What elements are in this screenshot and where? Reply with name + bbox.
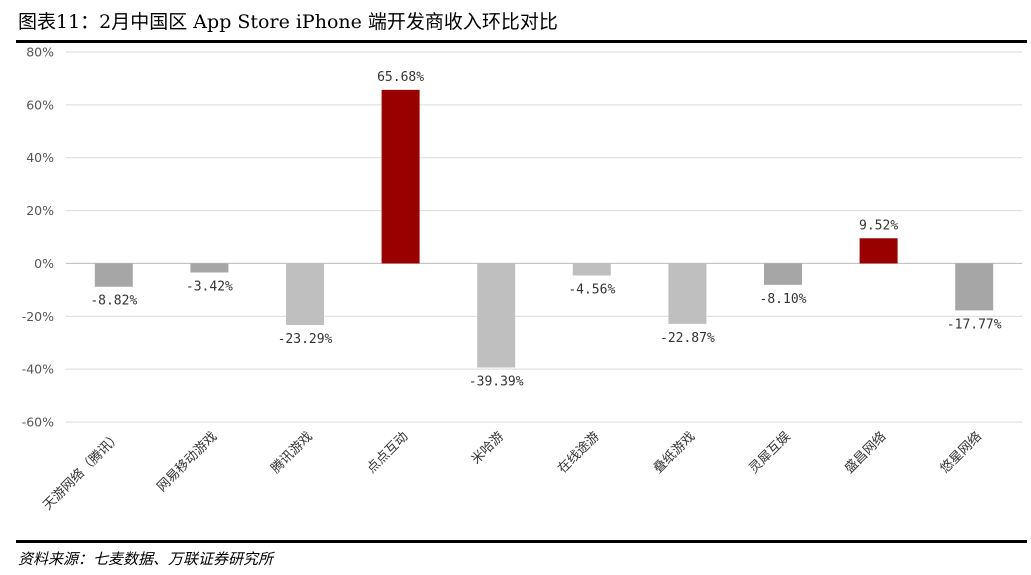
y-tick-label: -20% bbox=[22, 309, 54, 324]
data-labels: -8.82% -3.42% -23.29% 65.68% -39.39% -4.56% -2… bbox=[90, 70, 1001, 390]
x-axis: 天游网络（腾讯） 网易移动游戏 腾讯游戏 点点互动 米哈游 在线途游 叠纸游戏 灵犀互娱 盛昌网… bbox=[40, 429, 985, 514]
data-label: -3.42% bbox=[186, 279, 233, 294]
category-label: 天游网络（腾讯） bbox=[40, 429, 125, 514]
y-tick-label: 40% bbox=[26, 150, 54, 165]
bar bbox=[94, 263, 133, 287]
bar bbox=[764, 263, 802, 285]
y-axis: 80% 60% 40% 20% 0% -20% -40% -60% bbox=[22, 45, 54, 430]
source-note: 资料来源：七麦数据、万联证券研究所 bbox=[18, 550, 274, 568]
y-tick-label: -40% bbox=[22, 362, 54, 377]
data-label: -22.87% bbox=[660, 331, 715, 346]
bar bbox=[668, 263, 707, 324]
category-label: 米哈游 bbox=[469, 429, 507, 467]
y-tick-label: 0% bbox=[34, 256, 54, 271]
bar bbox=[190, 263, 229, 273]
category-label: 叠纸游戏 bbox=[651, 429, 698, 476]
bar bbox=[381, 89, 420, 264]
data-label: -8.10% bbox=[760, 292, 807, 307]
data-label: -39.39% bbox=[469, 375, 524, 390]
bar bbox=[477, 263, 516, 368]
data-label: 9.52% bbox=[859, 218, 898, 233]
bar bbox=[859, 238, 898, 264]
bar bbox=[286, 263, 324, 325]
category-label: 腾讯游戏 bbox=[268, 429, 316, 477]
y-tick-label: 20% bbox=[26, 203, 54, 218]
chart-header: 图表11：2月中国区 App Store iPhone 端开发商收入环比对比 bbox=[0, 0, 1031, 40]
bar bbox=[572, 263, 611, 276]
y-tick-label: -60% bbox=[22, 415, 54, 430]
bottom-rule bbox=[16, 540, 1027, 543]
category-label: 点点互动 bbox=[364, 429, 411, 476]
bar bbox=[955, 263, 994, 311]
y-tick-label: 80% bbox=[26, 45, 54, 60]
category-label: 在线途游 bbox=[555, 429, 603, 477]
category-label: 网易移动游戏 bbox=[154, 429, 220, 495]
data-label: 65.68% bbox=[377, 70, 424, 85]
chart-title: 图表11：2月中国区 App Store iPhone 端开发商收入环比对比 bbox=[18, 11, 558, 33]
data-label: -23.29% bbox=[278, 332, 333, 347]
bar-chart: 80% 60% 40% 20% 0% -20% -40% -60% -8.82% -3.42% -2… bbox=[22, 45, 1022, 514]
data-label: -8.82% bbox=[90, 294, 137, 309]
y-tick-label: 60% bbox=[26, 97, 54, 112]
gridlines bbox=[66, 51, 1022, 423]
category-label: 灵犀互娱 bbox=[746, 429, 793, 476]
category-label: 悠星网络 bbox=[937, 429, 985, 477]
data-label: -4.56% bbox=[568, 282, 615, 297]
data-label: -17.77% bbox=[947, 317, 1002, 332]
top-rule bbox=[16, 40, 1027, 43]
category-label: 盛昌网络 bbox=[841, 429, 889, 477]
bars bbox=[94, 89, 994, 368]
